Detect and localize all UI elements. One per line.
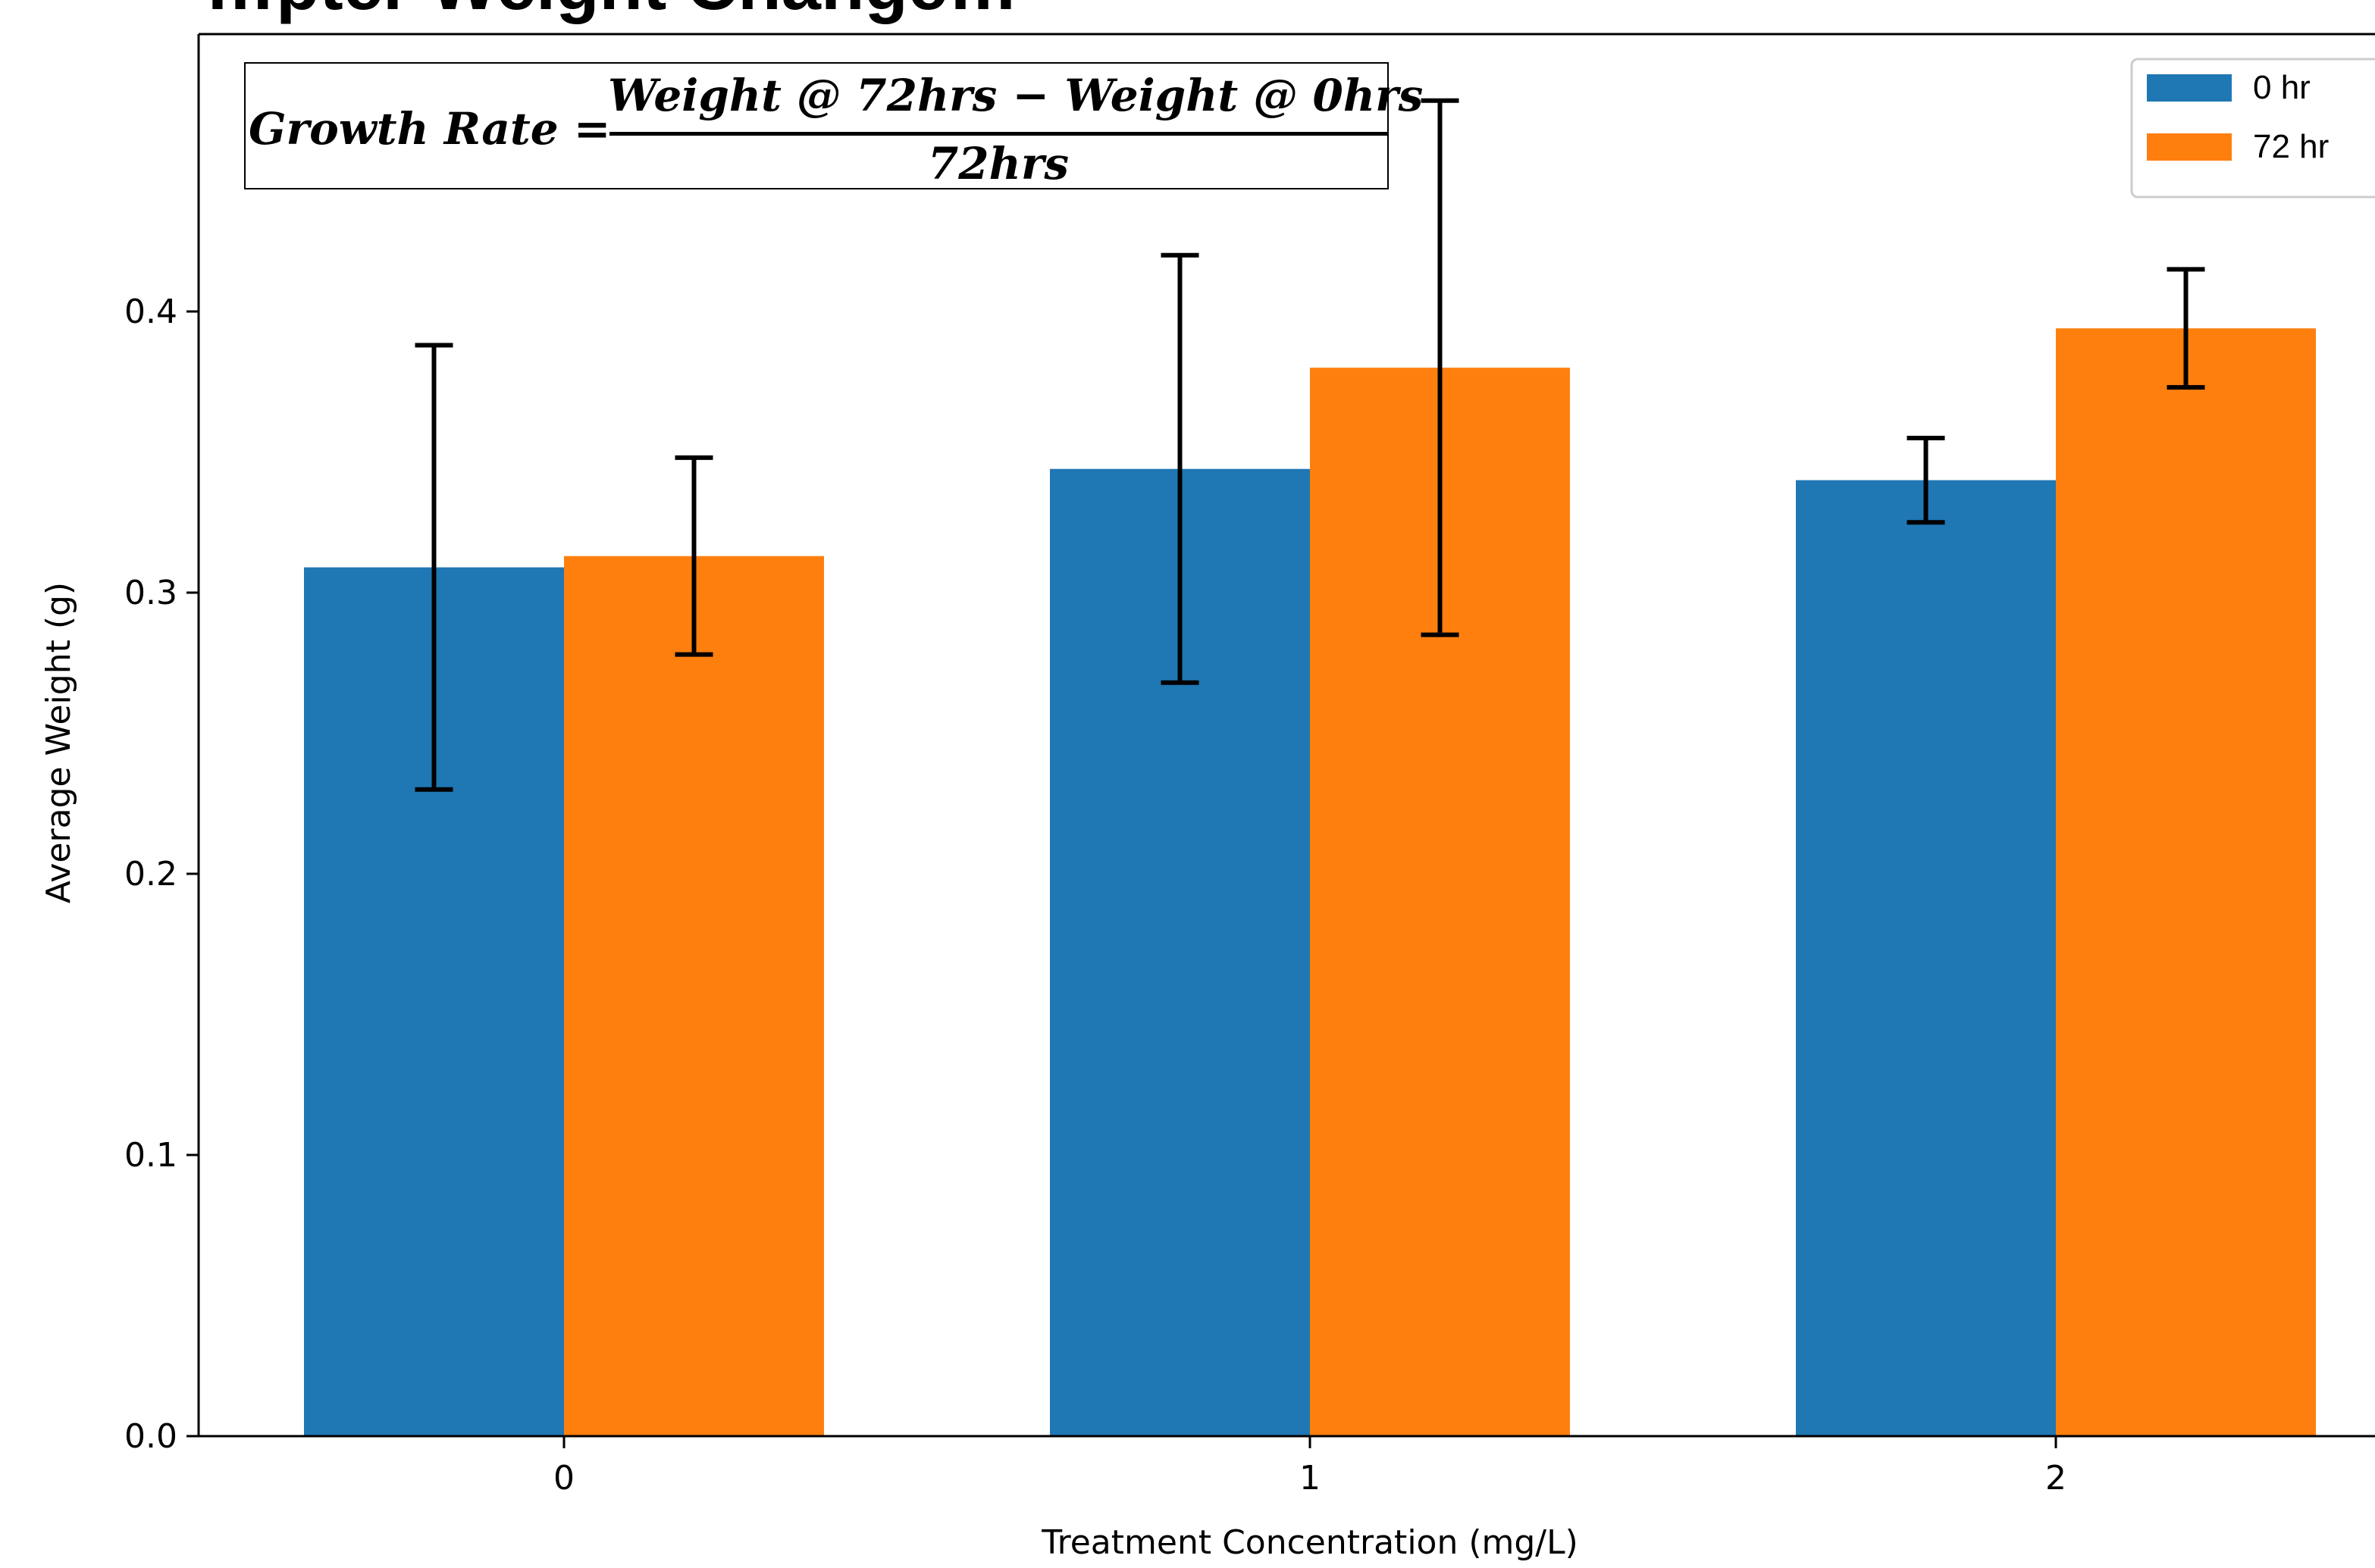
x-tick-label: 1 xyxy=(1299,1459,1321,1498)
bar-0hr-cat-2 xyxy=(1796,480,2056,1436)
formula-denominator: 72hrs xyxy=(927,138,1070,189)
y-tick-label: 0.0 xyxy=(124,1417,177,1456)
x-axis-label: Treatment Concentration (mg/L) xyxy=(1041,1523,1578,1562)
formula-numerator: Weight @ 72hrs − Weight @ 0hrs xyxy=(608,70,1424,121)
y-tick-label: 0.4 xyxy=(124,293,177,331)
formula-fraction-bar xyxy=(609,132,1389,136)
formula-fraction: Weight @ 72hrs − Weight @ 0hrs 72hrs xyxy=(608,64,1424,189)
axes-layer xyxy=(197,33,2375,1438)
bars-layer xyxy=(304,328,2316,1437)
legend-label-72hr: 72 hr xyxy=(2253,128,2329,165)
ticks-layer: 0 1 2 0.0 0.1 0.2 0.3 0.4 xyxy=(124,293,2066,1498)
bar-72hr-cat-0 xyxy=(564,556,824,1436)
legend-label-0hr: 0 hr xyxy=(2253,69,2311,106)
y-tick-label: 0.2 xyxy=(124,855,177,894)
error-bars-layer xyxy=(415,98,2205,792)
y-tick-label: 0.3 xyxy=(124,574,177,612)
legend: 0 hr 72 hr xyxy=(2130,58,2375,199)
formula-lhs: Growth Rate = xyxy=(249,103,611,155)
bar-72hr-cat-2 xyxy=(2056,328,2316,1436)
y-axis-label: Average Weight (g) xyxy=(39,582,78,903)
y-tick-label: 0.1 xyxy=(124,1136,177,1175)
x-tick-label: 0 xyxy=(553,1459,575,1498)
legend-swatch-0hr xyxy=(2147,74,2232,102)
growth-rate-formula: Growth Rate = Weight @ 72hrs − Weight @ … xyxy=(244,62,1424,189)
legend-swatch-72hr xyxy=(2147,133,2232,161)
chart-title: …pter Weight Change… xyxy=(0,0,2375,35)
x-tick-label: 2 xyxy=(2045,1459,2066,1498)
